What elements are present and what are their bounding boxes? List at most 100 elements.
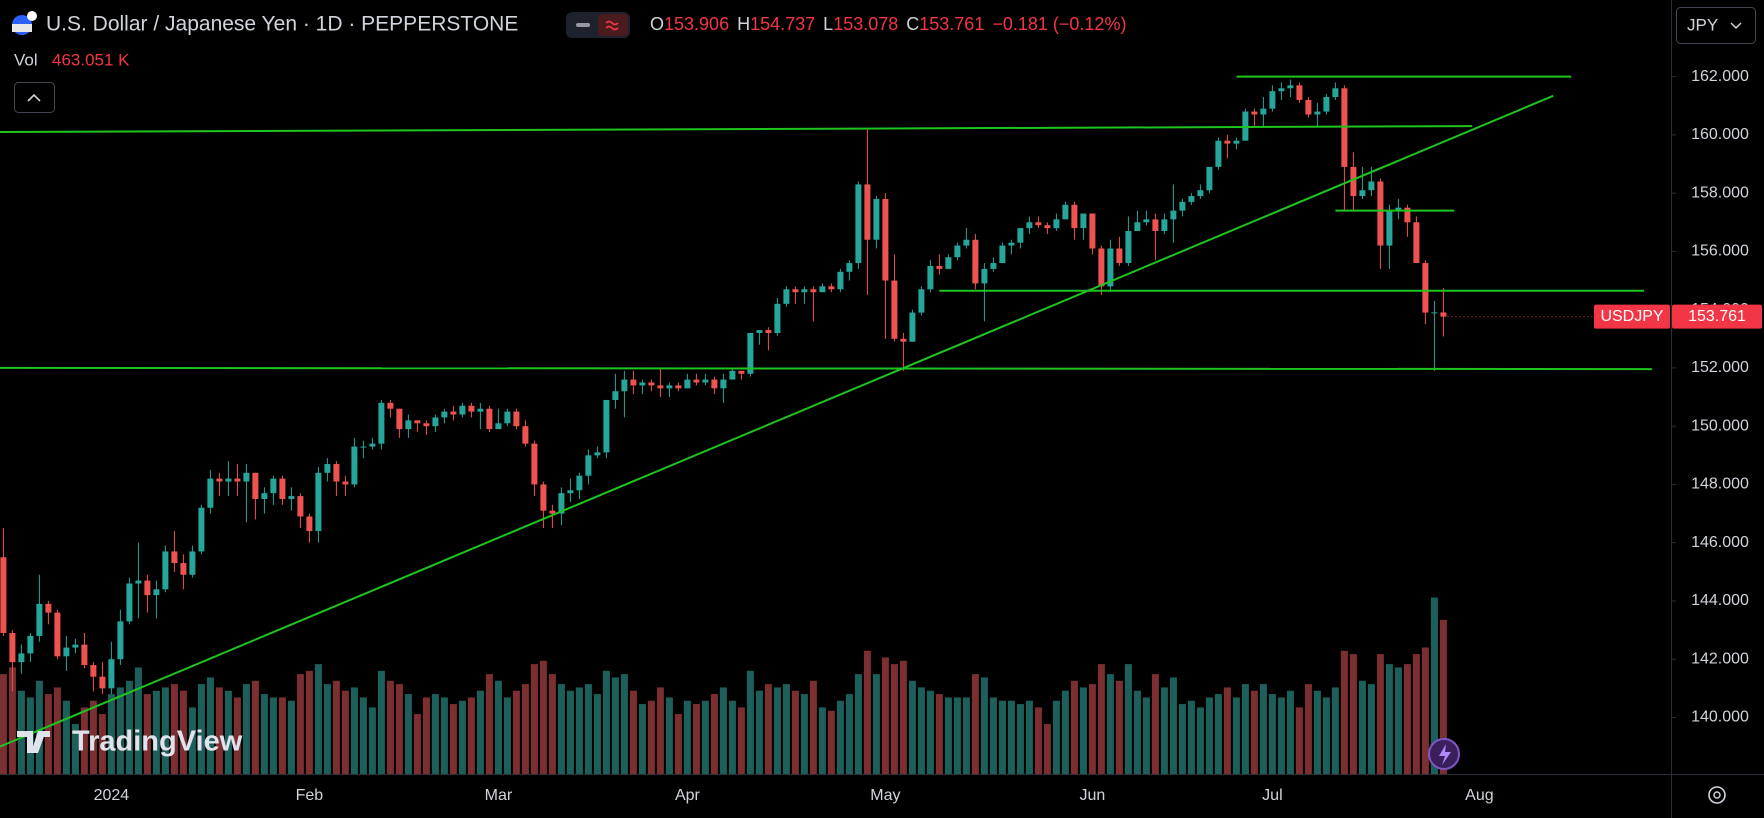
volume-bar (485, 674, 493, 774)
candle-body (279, 478, 286, 500)
volume-bar (1394, 667, 1402, 774)
candle-body (963, 239, 970, 246)
volume-bar (926, 690, 934, 774)
y-tick-label: 162.000 (1691, 68, 1749, 85)
candle-body (612, 391, 619, 400)
volume-bar (782, 684, 790, 774)
candle-body (675, 385, 682, 389)
volume-bar (899, 660, 907, 774)
volume-bar (1358, 680, 1366, 774)
drawing-line (0, 366, 1653, 371)
candle-body (945, 257, 952, 269)
legend-letter: L (823, 14, 833, 34)
candle-body (1368, 181, 1375, 191)
volume-bar (818, 707, 826, 774)
candle-body (783, 289, 790, 304)
volume-bar (1178, 704, 1186, 774)
y-tick-label: 160.000 (1691, 126, 1749, 143)
volume-bar (1367, 684, 1375, 774)
currency-label[interactable]: JPY (1687, 15, 1718, 34)
candle-body (117, 621, 124, 660)
settings-gear[interactable] (1708, 786, 1726, 804)
settings-icon[interactable] (1708, 786, 1726, 804)
candle-body (486, 408, 493, 430)
volume-bar (647, 700, 655, 774)
watermark-text: TradingView (72, 726, 243, 758)
volume-bar (305, 670, 313, 774)
volume-bar (998, 700, 1006, 774)
candle-body (999, 245, 1006, 264)
volume-bar (287, 700, 295, 774)
candle-body (756, 330, 763, 333)
y-tick-label: 156.000 (1691, 243, 1749, 260)
volume-bar (1115, 680, 1123, 774)
candle-body (1323, 97, 1330, 112)
toggle-active[interactable] (598, 14, 628, 36)
volume-bar (0, 674, 7, 774)
volume-bar (1286, 690, 1294, 774)
change-value: −0.181 (992, 14, 1048, 34)
volume-bar (1250, 690, 1258, 774)
candle-body (927, 265, 934, 290)
volume-bar (152, 690, 160, 774)
volume-bar (98, 714, 106, 774)
volume-bar (53, 687, 61, 774)
currency-bg[interactable] (1676, 7, 1756, 44)
candle-body (396, 408, 403, 430)
flag-stripes (12, 24, 32, 32)
collapse-button[interactable] (14, 82, 55, 113)
volume-bar (368, 707, 376, 774)
volume-bar (359, 697, 367, 774)
x-tick-label: Feb (296, 787, 324, 804)
drawing-line (0, 94, 1554, 748)
candle-body (72, 644, 79, 648)
candle-body (387, 402, 394, 409)
candle-body (171, 551, 178, 564)
volume-bar (791, 690, 799, 774)
candle-body (189, 551, 196, 575)
change-percent: (−0.12%) (1053, 14, 1127, 34)
volume-bar (638, 704, 646, 774)
candle-body (234, 478, 241, 482)
volume-bar (917, 687, 925, 774)
collapse-chevron (27, 93, 41, 102)
candle-body (576, 475, 583, 491)
ohlc-legend: O153.906 H154.737 L153.078 C153.761 −0.181 (−… (650, 14, 1126, 34)
volume-bar (503, 697, 511, 774)
volume-bar (521, 684, 529, 774)
volume-bar (1016, 704, 1024, 774)
candle-body (1080, 213, 1087, 229)
candle-body (252, 472, 259, 500)
volume-bar (458, 700, 466, 774)
alert-icon[interactable] (1428, 738, 1460, 770)
indicator-toggle[interactable] (566, 12, 630, 38)
volume-bar (836, 700, 844, 774)
volume-bar (242, 684, 250, 774)
volume-bar (1169, 677, 1177, 774)
candle-body (630, 379, 637, 386)
x-tick-label: May (870, 787, 900, 804)
volume-bar (548, 674, 556, 774)
volume-bar (404, 694, 412, 774)
volume-bar (1421, 647, 1429, 774)
flag-badge (27, 11, 37, 21)
candle-body (1125, 231, 1132, 264)
candle-body (855, 184, 862, 264)
volume-bar (377, 670, 385, 774)
volume-bar (1052, 700, 1060, 774)
plot-area (0, 75, 1671, 774)
collapse-bg[interactable] (14, 82, 55, 113)
candle-body (909, 312, 916, 342)
volume-bar (584, 684, 592, 774)
candle-body (1044, 225, 1051, 229)
currency-button[interactable]: JPY (1676, 7, 1756, 44)
watermark: TradingView (17, 726, 243, 758)
candle-body (1116, 248, 1123, 264)
volume-bar (980, 677, 988, 774)
candle-body (567, 490, 574, 494)
candle-body (531, 443, 538, 485)
candle-body (261, 493, 268, 500)
candle-body (18, 653, 25, 663)
candle-body (180, 563, 187, 575)
volume-bar (8, 667, 16, 774)
